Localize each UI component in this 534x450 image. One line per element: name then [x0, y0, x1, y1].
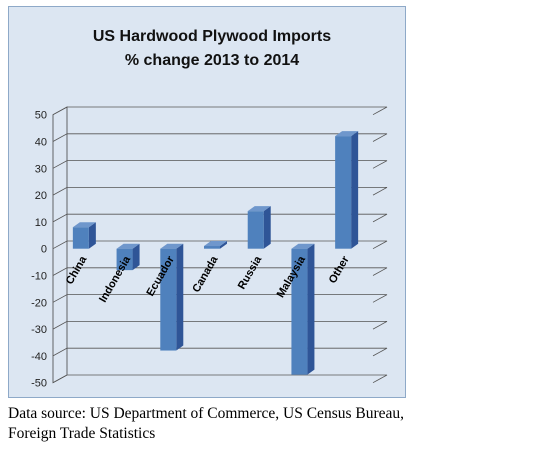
- gridline: [52, 133, 388, 142]
- y-tick-label: 0: [41, 244, 47, 256]
- gridline: [52, 320, 388, 330]
- bar-front: [116, 248, 133, 271]
- bar-top: [291, 243, 315, 249]
- bar-side: [176, 243, 184, 351]
- bar-top: [247, 206, 271, 212]
- gridline: [52, 186, 388, 196]
- chart-title: US Hardwood Plywood Imports: [93, 28, 331, 45]
- y-tick-label: 40: [35, 137, 47, 149]
- bar-front: [72, 227, 89, 249]
- bar-chart: US Hardwood Plywood Imports % change 201…: [31, 28, 388, 390]
- y-tick-label: -50: [31, 378, 47, 390]
- bar-top: [116, 243, 140, 249]
- gridlines: [52, 106, 388, 384]
- gridline: [52, 347, 388, 357]
- gridline: [52, 106, 388, 116]
- bar-russia: [247, 206, 271, 249]
- y-tick-label: 30: [35, 163, 47, 175]
- bar-front: [247, 211, 264, 249]
- y-tick-label: 10: [35, 217, 47, 229]
- y-tick-label: -30: [31, 324, 47, 336]
- bar-side: [307, 243, 315, 375]
- source-line-1: Data source: US Department of Commerce, …: [8, 405, 405, 422]
- bar-side: [263, 206, 271, 249]
- bar-china: [72, 222, 96, 249]
- bar-side: [351, 131, 359, 249]
- bar-malaysia: [291, 243, 315, 375]
- bar-canada: [204, 241, 227, 249]
- bar-side: [220, 241, 227, 249]
- bar-top: [72, 222, 96, 228]
- y-tick-label: -10: [31, 271, 47, 283]
- chart-area: US Hardwood Plywood Imports % change 201…: [8, 6, 406, 398]
- y-tick-label: 20: [35, 190, 47, 202]
- bar-other: [335, 131, 359, 249]
- bar-side: [88, 222, 96, 249]
- category-label: Canada: [190, 253, 221, 294]
- bar-top: [204, 241, 227, 247]
- bar-front: [291, 248, 308, 375]
- gridline: [52, 240, 388, 250]
- gridline: [52, 160, 388, 169]
- category-label: China: [64, 253, 90, 286]
- source-note: Data source: US Department of Commerce, …: [8, 404, 534, 444]
- category-label: Indonesia: [97, 253, 134, 304]
- gridline: [52, 213, 388, 223]
- bar-top: [335, 131, 359, 137]
- bar-front: [160, 248, 177, 351]
- bar-top: [160, 243, 184, 249]
- y-tick-label: 50: [35, 110, 47, 122]
- bar-side: [132, 243, 140, 271]
- bar-indonesia: [116, 243, 140, 271]
- bar-front: [204, 246, 220, 249]
- bars: [72, 131, 359, 375]
- category-label: Other: [327, 254, 352, 286]
- gridline: [52, 267, 388, 276]
- y-tick-label: -20: [31, 297, 47, 309]
- y-tick-label: -40: [31, 351, 47, 363]
- y-axis-ticks: 50 40 30 20 10 0 -10 -20 -30 -40 -50: [31, 110, 47, 390]
- chart-subtitle: % change 2013 to 2014: [125, 52, 299, 69]
- bar-front: [335, 136, 352, 249]
- gridline: [52, 374, 388, 384]
- bar-ecuador: [160, 243, 184, 351]
- category-label: Russia: [236, 253, 265, 291]
- source-line-2: Foreign Trade Statistics: [8, 425, 156, 442]
- gridline: [52, 294, 388, 303]
